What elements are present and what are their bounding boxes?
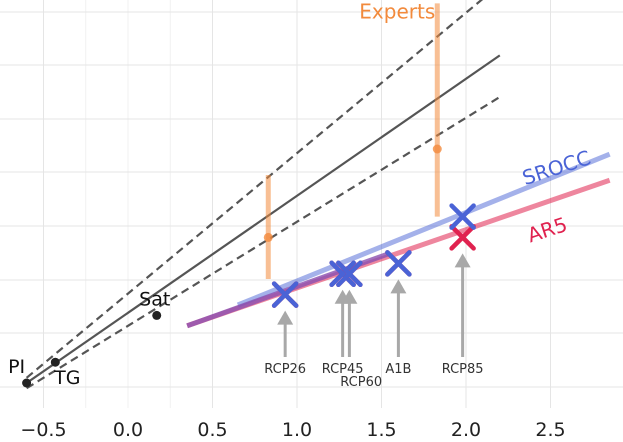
x-tick-label: −0.5 <box>20 419 66 441</box>
scenario-arrow-head <box>454 253 471 268</box>
scenario-label: RCP85 <box>442 362 484 377</box>
experts-point <box>432 144 442 154</box>
x-tick-label: 2.5 <box>535 419 565 441</box>
scenario-marker-stroke <box>385 250 412 277</box>
x-tick-label: 1.0 <box>282 419 312 441</box>
grid <box>0 0 623 408</box>
fit-line-upper <box>25 0 484 379</box>
observation-points <box>22 310 162 388</box>
ar5-series-label: AR5 <box>524 212 570 247</box>
fit-line-central <box>25 54 501 384</box>
scenario-marker-srocc <box>329 260 356 288</box>
scenario-label: RCP45 <box>322 362 364 377</box>
scenario-arrow-head <box>277 310 294 325</box>
scenario-arrow-head <box>390 279 407 294</box>
x-tick-label: 0.0 <box>113 419 143 441</box>
scenario-markers <box>271 203 476 308</box>
scenario-marker-srocc <box>271 281 299 308</box>
scenario-label: RCP60 <box>340 375 382 390</box>
scenario-marker-ar5 <box>449 224 476 251</box>
x-tick-label: 0.5 <box>197 419 227 441</box>
x-tick-label: 1.5 <box>366 419 396 441</box>
observation-label: PI <box>8 356 25 378</box>
scenario-marker-srocc <box>385 250 412 277</box>
scenario-marker-stroke <box>271 281 299 308</box>
fit-lines <box>25 0 501 390</box>
observation-label: Sat <box>139 288 170 310</box>
scenario-marker-srocc <box>336 260 363 288</box>
scenario-marker-stroke <box>449 203 476 230</box>
experts-point <box>263 232 273 242</box>
scenario-marker-stroke <box>336 260 363 288</box>
scenario-marker-stroke <box>449 224 476 251</box>
observation-label: TG <box>53 367 80 389</box>
scenario-label: RCP26 <box>264 362 306 377</box>
observation-point <box>50 357 60 367</box>
scenario-label: A1B <box>385 362 411 377</box>
srocc-series-label: SROCC <box>519 145 593 190</box>
scenario-marker-srocc <box>449 203 476 230</box>
fit-line-lower <box>26 96 501 390</box>
experts-label: Experts <box>359 0 435 23</box>
observation-point <box>22 378 32 388</box>
observation-point <box>152 310 162 320</box>
experts-bars <box>263 3 442 279</box>
x-axis-ticks: −0.5 0.0 0.5 1.0 1.5 2.0 2.5 <box>20 419 565 441</box>
scenario-arrows <box>277 253 471 357</box>
scenario-arrow-head <box>341 289 358 304</box>
x-tick-label: 2.0 <box>451 419 481 441</box>
scenario-marker-stroke <box>329 260 356 288</box>
series-line-srocc <box>236 151 611 308</box>
